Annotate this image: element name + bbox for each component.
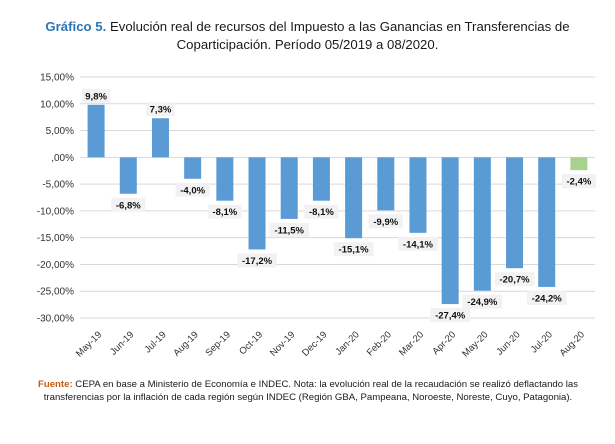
data-label-bg	[561, 174, 596, 189]
data-label-bg	[81, 88, 111, 103]
data-label: -15,1%	[339, 245, 370, 256]
x-tick-label: Sep-19	[204, 329, 233, 358]
x-tick-label: Feb-20	[365, 329, 394, 358]
bar	[570, 157, 588, 171]
bar	[248, 157, 266, 250]
x-tick-label: Apr-20	[430, 329, 458, 357]
data-label-bg	[462, 294, 503, 309]
y-tick-label: -30,00%	[37, 314, 74, 325]
y-tick-label: -5,00%	[42, 180, 74, 191]
footnote: Fuente: CEPA en base a Ministerio de Eco…	[14, 378, 602, 405]
data-label-bg	[333, 242, 374, 257]
data-label: -8,1%	[212, 207, 237, 218]
x-tick-label: May-20	[460, 329, 490, 359]
data-label-bg	[207, 204, 242, 219]
data-label-bg	[304, 204, 339, 219]
x-tick-label: Nov-19	[268, 329, 297, 358]
x-tick-label: May-19	[74, 329, 104, 359]
x-tick-label: Jun-19	[108, 329, 136, 357]
y-tick-label: 15,00%	[40, 73, 74, 84]
data-label-bg	[111, 197, 146, 212]
data-label-bg	[430, 308, 470, 323]
bar	[184, 157, 202, 179]
bar	[151, 118, 169, 158]
bar	[506, 157, 524, 269]
bar	[409, 157, 427, 233]
bar	[119, 157, 137, 194]
data-label: -17,2%	[242, 256, 273, 267]
data-label-bg	[175, 182, 210, 197]
data-label-bg	[368, 214, 403, 229]
bar	[473, 157, 491, 291]
x-tick-label: Aug-20	[558, 329, 587, 358]
data-label: -14,1%	[403, 239, 434, 250]
data-label-bg	[494, 272, 535, 287]
chart-title-line2: Coparticipación. Período 05/2019 a 08/20…	[176, 37, 439, 52]
footnote-text: CEPA en base a Ministerio de Economía e …	[43, 379, 579, 404]
bar	[538, 157, 556, 287]
data-label-bg	[269, 222, 310, 237]
x-tick-label: Mar-20	[397, 329, 426, 358]
data-label-bg	[146, 102, 175, 117]
x-tick-label: Jul-20	[529, 329, 555, 355]
data-label-bg	[237, 253, 277, 268]
chart-title: Gráfico 5. Evolución real de recursos de…	[0, 18, 615, 54]
bar	[312, 157, 330, 201]
data-label: 7,3%	[150, 105, 172, 116]
chart-title-prefix: Gráfico 5.	[45, 19, 107, 34]
y-tick-label: -10,00%	[37, 206, 74, 217]
y-tick-label: -15,00%	[37, 233, 74, 244]
data-label: -11,5%	[274, 225, 304, 236]
data-label: -20,7%	[499, 275, 530, 286]
y-tick-label: -20,00%	[37, 260, 74, 271]
data-label: -24,2%	[532, 293, 563, 304]
data-label: -24,9%	[467, 297, 498, 308]
data-label: -9,9%	[373, 217, 398, 228]
x-tick-label: Jul-19	[143, 329, 169, 355]
chart-title-line1: Evolución real de recursos del Impuesto …	[109, 19, 570, 34]
data-label: -6,8%	[116, 200, 141, 211]
data-label: -27,4%	[435, 311, 466, 322]
data-label-bg	[398, 236, 438, 251]
bar	[87, 104, 105, 158]
bar	[345, 157, 363, 239]
x-tick-label: Jan-20	[333, 329, 361, 357]
bar	[280, 157, 298, 219]
x-tick-label: Aug-19	[171, 329, 200, 358]
x-tick-label: Jun-20	[494, 329, 522, 357]
data-label: -2,4%	[566, 177, 591, 188]
bar	[441, 157, 459, 305]
x-tick-label: Oct-19	[237, 329, 265, 357]
y-tick-label: -25,00%	[37, 287, 74, 298]
data-label: -8,1%	[309, 207, 334, 218]
bar	[377, 157, 395, 211]
x-tick-label: Dec-19	[300, 329, 329, 358]
y-tick-label: 5,00%	[46, 126, 74, 137]
data-label: -4,0%	[180, 185, 205, 196]
footnote-label: Fuente:	[37, 379, 73, 390]
y-tick-label: 10,00%	[40, 99, 74, 110]
data-label-bg	[526, 290, 567, 305]
bar	[216, 157, 234, 201]
y-tick-label: ,00%	[51, 153, 74, 164]
data-label: 9,8%	[85, 91, 107, 102]
